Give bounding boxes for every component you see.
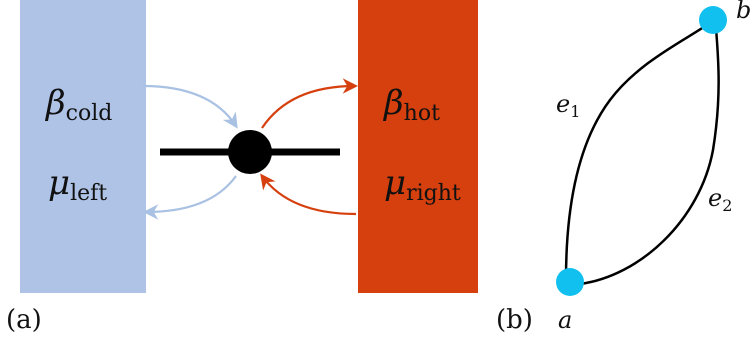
node-b — [699, 6, 727, 34]
hot-reservoir — [358, 0, 478, 293]
mu-right-label: μright — [384, 163, 461, 206]
cold-to-dot-arrow — [142, 84, 238, 129]
panel-a: βcold μleft βhot μright (a) — [6, 0, 478, 335]
cold-reservoir — [20, 0, 146, 293]
beta-cold-label: βcold — [44, 83, 112, 126]
dot-to-cold-arrow — [142, 175, 237, 220]
node-a — [556, 268, 584, 296]
quantum-dot — [228, 130, 272, 174]
panel-b: e1 e2 a b (b) — [496, 0, 751, 335]
hot-to-dot-arrow — [260, 173, 357, 216]
edge-e1-label: e1 — [556, 90, 580, 121]
panel-b-label: (b) — [496, 305, 533, 335]
dot-to-hot-arrow — [261, 78, 359, 129]
edge-e1 — [564, 21, 712, 280]
panel-a-label: (a) — [6, 305, 42, 335]
edge-e2 — [579, 27, 720, 286]
node-b-label: b — [736, 0, 751, 24]
beta-hot-label: βhot — [382, 83, 440, 126]
edge-e2-arrowhead — [682, 166, 698, 190]
node-a-label: a — [558, 306, 572, 334]
mu-left-label: μleft — [48, 163, 107, 206]
edge-e2-label: e2 — [708, 184, 732, 215]
